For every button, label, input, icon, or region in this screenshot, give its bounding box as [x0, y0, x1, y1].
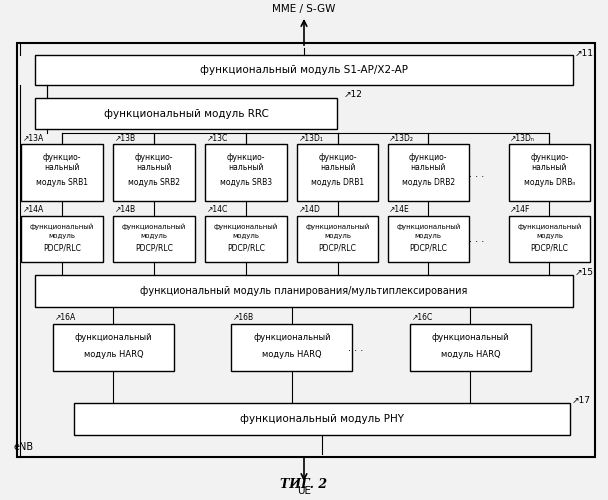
Text: ↗13D₁: ↗13D₁: [299, 134, 323, 142]
Bar: [35, 56, 573, 85]
Text: модуль DRB1: модуль DRB1: [311, 178, 364, 187]
Text: PDCP/RLC: PDCP/RLC: [531, 244, 568, 252]
Text: модуль: модуль: [140, 234, 168, 239]
Bar: [206, 216, 287, 262]
Bar: [206, 144, 287, 201]
Text: функциональный: функциональный: [75, 333, 152, 342]
Bar: [113, 144, 195, 201]
Text: модуль: модуль: [536, 234, 563, 239]
Text: модуль SRB2: модуль SRB2: [128, 178, 180, 187]
Text: нальный: нальный: [137, 163, 172, 172]
Text: модуль DRB2: модуль DRB2: [402, 178, 455, 187]
Text: нальный: нальный: [229, 163, 264, 172]
Text: ↗12: ↗12: [344, 90, 362, 100]
Text: модуль: модуль: [324, 234, 351, 239]
Text: функциональный: функциональный: [122, 224, 186, 230]
Text: eNB: eNB: [13, 442, 33, 452]
Text: ↗15: ↗15: [575, 268, 594, 277]
Text: ↗17: ↗17: [572, 396, 591, 405]
Bar: [508, 216, 590, 262]
Text: UE: UE: [297, 486, 311, 496]
Text: функциональный: функциональный: [396, 224, 460, 230]
Bar: [297, 216, 378, 262]
Text: функцио-: функцио-: [43, 153, 81, 162]
Text: ↗14E: ↗14E: [389, 205, 410, 214]
Text: ↗11: ↗11: [575, 49, 594, 58]
Text: ↗13Dₙ: ↗13Dₙ: [510, 134, 535, 142]
Bar: [508, 144, 590, 201]
Text: модуль DRBₙ: модуль DRBₙ: [523, 178, 575, 187]
Text: функциональный: функциональный: [214, 224, 278, 230]
Bar: [387, 216, 469, 262]
Text: PDCP/RLC: PDCP/RLC: [319, 244, 356, 252]
Text: модуль SRB1: модуль SRB1: [36, 178, 88, 187]
Text: функцио-: функцио-: [135, 153, 173, 162]
Text: нальный: нальный: [320, 163, 355, 172]
Bar: [35, 98, 337, 130]
Text: PDCP/RLC: PDCP/RLC: [135, 244, 173, 252]
Text: ↗14D: ↗14D: [299, 205, 320, 214]
Text: нальный: нальный: [410, 163, 446, 172]
Text: функциональный модуль планирования/мультиплексирования: функциональный модуль планирования/мульт…: [140, 286, 468, 296]
Text: ↗13D₂: ↗13D₂: [389, 134, 414, 142]
Text: ↗14F: ↗14F: [510, 205, 531, 214]
Text: ↗13C: ↗13C: [207, 134, 229, 142]
Bar: [16, 43, 595, 457]
Bar: [35, 274, 573, 306]
Text: функцио-: функцио-: [409, 153, 447, 162]
Text: модуль: модуль: [233, 234, 260, 239]
Text: ↗14B: ↗14B: [115, 205, 136, 214]
Bar: [53, 324, 174, 370]
Text: функциональный: функциональный: [253, 333, 331, 342]
Text: функцио-: функцио-: [227, 153, 266, 162]
Bar: [410, 324, 531, 370]
Text: функциональный: функциональный: [432, 333, 509, 342]
Text: модуль HARQ: модуль HARQ: [441, 350, 500, 359]
Text: ↗16B: ↗16B: [233, 314, 254, 322]
Text: ↗14A: ↗14A: [23, 205, 44, 214]
Text: модуль: модуль: [415, 234, 442, 239]
Text: ↗16C: ↗16C: [412, 314, 433, 322]
Text: MME / S-GW: MME / S-GW: [272, 4, 336, 14]
Text: PDCP/RLC: PDCP/RLC: [409, 244, 447, 252]
Bar: [74, 402, 570, 434]
Text: функциональный: функциональный: [517, 224, 581, 230]
Text: модуль SRB3: модуль SRB3: [220, 178, 272, 187]
Text: модуль HARQ: модуль HARQ: [262, 350, 322, 359]
Text: нальный: нальный: [532, 163, 567, 172]
Text: ↗14C: ↗14C: [207, 205, 229, 214]
Text: функцио-: функцио-: [530, 153, 568, 162]
Text: функциональный: функциональный: [305, 224, 370, 230]
Text: ↗13A: ↗13A: [23, 134, 44, 142]
Text: функциональный: функциональный: [30, 224, 94, 230]
Text: функцио-: функцио-: [319, 153, 357, 162]
Text: функциональный модуль RRC: функциональный модуль RRC: [103, 109, 268, 119]
Bar: [387, 144, 469, 201]
Text: модуль HARQ: модуль HARQ: [83, 350, 143, 359]
Bar: [113, 216, 195, 262]
Text: ↗13B: ↗13B: [115, 134, 136, 142]
Text: нальный: нальный: [44, 163, 80, 172]
Text: . . .: . . .: [469, 168, 484, 178]
Text: . . .: . . .: [469, 234, 484, 244]
Text: ΤИГ. 2: ΤИГ. 2: [280, 478, 328, 492]
Text: . . .: . . .: [348, 342, 363, 352]
Bar: [232, 324, 353, 370]
Text: функциональный модуль S1-AP/X2-AP: функциональный модуль S1-AP/X2-AP: [200, 65, 408, 75]
Bar: [21, 144, 103, 201]
Bar: [21, 216, 103, 262]
Text: ↗16A: ↗16A: [55, 314, 76, 322]
Text: PDCP/RLC: PDCP/RLC: [227, 244, 265, 252]
Text: PDCP/RLC: PDCP/RLC: [43, 244, 81, 252]
Text: функциональный модуль PHY: функциональный модуль PHY: [240, 414, 404, 424]
Bar: [297, 144, 378, 201]
Text: модуль: модуль: [49, 234, 76, 239]
